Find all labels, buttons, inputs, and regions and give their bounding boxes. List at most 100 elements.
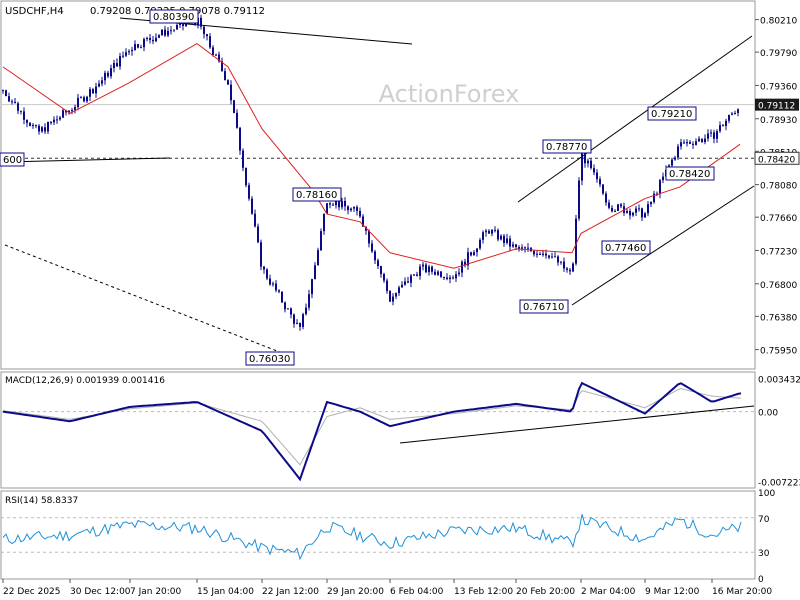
macd-tick-label: 0.003432 [758,375,800,385]
candle-body [311,279,313,295]
x-tick-label: 20 Feb 20:00 [516,587,575,597]
candle-body [158,35,160,38]
candle-body [125,52,127,56]
candle-body [11,101,13,103]
candle-body [575,218,577,264]
candle-body [59,117,61,120]
trend-line-dashed [4,244,296,359]
candle-body [473,252,475,256]
candle-body [56,119,58,121]
candle-body [614,210,616,212]
candle-body [383,274,385,281]
price-grid [1,104,755,159]
candle-body [416,274,418,276]
x-tick-label: 30 Dec 12:00 [70,587,131,597]
candle-body [284,302,286,310]
candle-body [464,261,466,266]
candle-body [62,110,64,118]
candle-body [392,296,394,302]
candle-body [599,179,601,185]
candle-body [719,125,721,132]
macd-signal-line [2,388,742,466]
candle-body [29,122,31,126]
price-axis: 0.802100.797900.793600.789300.785100.780… [754,17,800,357]
candle-body [236,112,238,128]
candle-body [77,97,79,108]
candle-body [335,201,337,206]
candle-body [467,252,469,266]
candle-body [323,213,325,232]
candle-body [35,125,37,127]
candle-body [686,142,688,144]
candle-body [521,247,523,249]
candle-body [428,266,430,273]
candle-body [149,37,151,40]
candle-body [446,277,448,280]
candle-body [407,281,409,283]
candle-body [503,235,505,243]
candles [2,14,739,331]
candle-body [734,112,736,114]
support-level-value: 0.78420 [758,155,795,165]
candle-body [224,71,226,81]
candle-body [692,143,694,145]
candle-body [674,157,676,160]
candle-body [233,100,235,113]
candle-body [86,96,88,102]
price-annotation: 0.80390 [153,12,194,23]
candle-body [374,251,376,261]
candle-body [494,229,496,231]
candle-body [650,202,652,205]
candle-body [395,293,397,297]
candle-body [92,89,94,94]
candle-body [587,160,589,164]
candle-body [725,120,727,127]
candle-body [254,213,256,227]
candle-body [278,290,280,292]
candle-body [320,231,322,251]
price-annotation-box [647,106,697,121]
price-labels: 0.80390 0.78160 0.76030 0.78770 0.79210 0.784… [0,9,715,366]
candle-body [545,253,547,256]
trend-line [4,157,171,163]
candle-body [296,323,298,325]
candle-body [116,63,118,67]
candle-body [563,261,565,269]
candle-body [455,274,457,279]
candle-body [452,277,454,279]
candle-body [419,266,421,276]
candle-body [137,44,139,48]
candle-body [689,142,691,144]
candle-body [98,83,100,87]
price-annotation: 600 [3,155,22,166]
x-tick-label: 7 Jan 20:00 [130,587,182,597]
candle-body [515,244,517,248]
candle-body [512,244,514,247]
price-annotation-box [0,152,25,167]
candle-body [266,269,268,279]
macd-line [2,381,742,482]
ma-line [2,43,741,269]
rsi-title: RSI(14) 58.8337 [5,496,78,506]
trend-line [517,35,753,203]
candle-body [23,111,25,120]
candle-body [356,207,358,211]
candle-body [605,193,607,203]
candle-body [566,268,568,270]
price-annotation-box [149,9,199,24]
candle-body [548,255,550,258]
candle-body [386,280,388,292]
x-axis: 22 Dec 2025 30 Dec 12:00 7 Jan 20:00 15 Jan… [2,579,772,597]
candle-body [17,103,19,111]
x-tick-label: 22 Jan 12:00 [262,587,319,597]
candle-body [44,127,46,132]
candle-body [251,198,253,214]
candle-body [506,238,508,243]
candle-body [593,168,595,173]
candle-body [140,47,142,49]
candle-body [281,291,283,303]
candle-body [362,216,364,227]
candle-body [629,211,631,216]
candle-body [479,239,481,249]
candle-body [371,243,373,252]
